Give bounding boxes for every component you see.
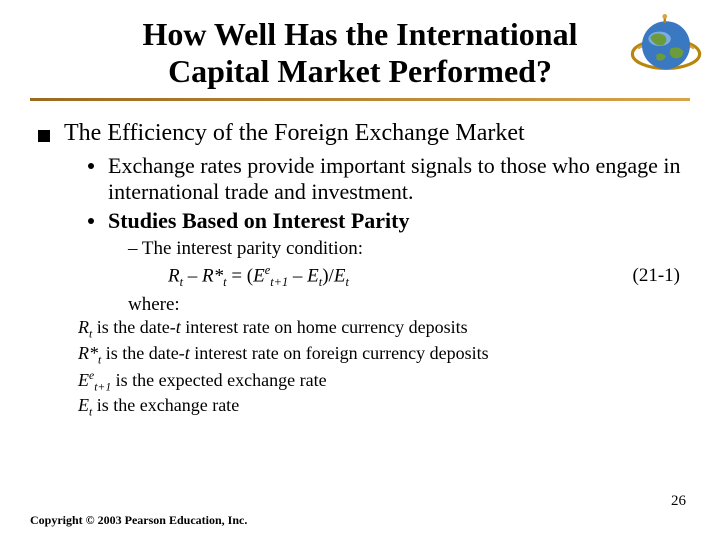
equation-row: Rt – R*t = (Eet+1 – Et)/Et (21-1) [38,263,690,290]
eq-E2: E [307,265,319,286]
def2-mid: is the date- [101,343,184,363]
eq-R: R [168,265,180,286]
title-line-2: Capital Market Performed? [168,53,552,89]
content-area: The Efficiency of the Foreign Exchange M… [30,120,690,421]
sub-heading: – The interest parity condition: [128,237,690,261]
level2-item: Studies Based on Interest Parity [88,208,690,235]
eq-sub-t4: t [345,275,348,289]
def2-end: interest rate on foreign currency deposi… [190,343,489,363]
dot-bullet-icon [88,163,94,169]
globe-icon [626,10,706,90]
square-bullet-icon [38,130,50,142]
eq-mid: – [288,265,307,286]
def2-sym: R* [78,343,98,363]
where-label: where: [128,294,690,316]
title-line-1: How Well Has the International [143,16,578,52]
def4-end: is the exchange rate [92,395,239,415]
def1-mid: is the date- [92,317,175,337]
level2-list: Exchange rates provide important signals… [88,153,690,235]
eq-Rstar: R* [202,265,223,286]
page-number: 26 [671,493,686,510]
level1-text: The Efficiency of the Foreign Exchange M… [64,120,525,147]
def4-sym: E [78,395,89,415]
equation: Rt – R*t = (Eet+1 – Et)/Et [168,263,349,290]
eq-sub-tp1: t+1 [270,275,288,289]
copyright-text: Copyright © 2003 Pearson Education, Inc. [30,513,247,528]
slide: How Well Has the International Capital M… [0,0,720,540]
level2-item: Exchange rates provide important signals… [88,153,690,207]
eq-minus: – [183,265,202,286]
dot-bullet-icon [88,218,94,224]
def1-sym: R [78,317,89,337]
eq-E3: E [334,265,346,286]
title-underline [30,98,690,101]
slide-title: How Well Has the International Capital M… [30,16,690,90]
def-1: Rt is the date-t interest rate on home c… [78,316,690,342]
eq-E1: E [253,265,265,286]
def3-sub: t+1 [94,380,111,393]
def1-end: interest rate on home currency deposits [181,317,468,337]
def-2: R*t is the date-t interest rate on forei… [78,342,690,368]
eq-equals: = ( [227,265,254,286]
def-3: Eet+1 is the expected exchange rate [78,368,690,395]
def-4: Et is the exchange rate [78,394,690,420]
equation-label: (21-1) [633,265,680,287]
def3-sym: E [78,370,89,390]
where-definitions: Rt is the date-t interest rate on home c… [78,316,690,420]
bullet-text-2: Studies Based on Interest Parity [108,208,410,235]
level1-item: The Efficiency of the Foreign Exchange M… [38,120,690,147]
bullet-text-1: Exchange rates provide important signals… [108,153,690,207]
def3-end: is the expected exchange rate [111,370,326,390]
eq-close: )/ [322,265,334,286]
